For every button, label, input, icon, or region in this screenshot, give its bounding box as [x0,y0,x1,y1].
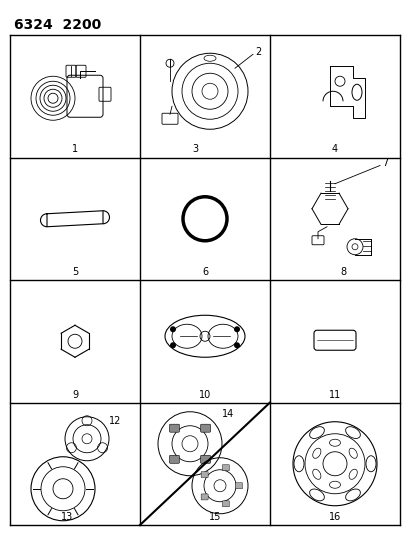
Text: 3: 3 [192,144,198,155]
Text: 4: 4 [332,144,338,155]
Text: 6: 6 [202,267,208,277]
Circle shape [234,326,240,332]
FancyBboxPatch shape [201,472,208,478]
Circle shape [234,342,240,348]
FancyBboxPatch shape [201,424,211,432]
Text: 8: 8 [340,267,346,277]
FancyBboxPatch shape [169,455,180,463]
Text: 12: 12 [109,416,121,426]
FancyBboxPatch shape [235,483,242,489]
Text: 6324  2200: 6324 2200 [14,18,101,32]
FancyBboxPatch shape [201,494,208,500]
Text: 14: 14 [222,409,234,419]
Text: 2: 2 [255,47,261,57]
Text: 15: 15 [209,512,221,522]
Text: 13: 13 [61,512,73,522]
Text: 7: 7 [382,158,388,168]
FancyBboxPatch shape [201,455,211,463]
FancyBboxPatch shape [222,465,229,471]
Circle shape [170,342,176,348]
Text: 5: 5 [72,267,78,277]
FancyBboxPatch shape [169,424,180,432]
Text: 16: 16 [329,512,341,522]
Text: 9: 9 [72,390,78,400]
FancyBboxPatch shape [222,501,229,507]
Text: 10: 10 [199,390,211,400]
Text: 11: 11 [329,390,341,400]
Text: 1: 1 [72,144,78,155]
Circle shape [170,326,176,332]
